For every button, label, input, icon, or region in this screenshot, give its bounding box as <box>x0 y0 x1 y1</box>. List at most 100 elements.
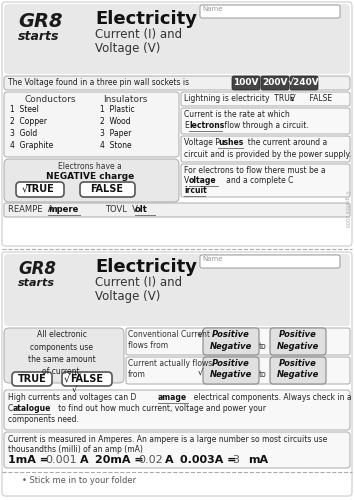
Text: starts: starts <box>18 278 55 288</box>
Text: atalogue: atalogue <box>13 404 51 413</box>
FancyBboxPatch shape <box>2 252 352 496</box>
Text: components need.: components need. <box>8 415 79 424</box>
Text: GR8: GR8 <box>18 12 63 31</box>
Text: mA: mA <box>248 455 268 465</box>
Text: NEGATIVE charge: NEGATIVE charge <box>46 172 134 181</box>
Text: amage: amage <box>158 393 187 402</box>
FancyBboxPatch shape <box>4 254 350 326</box>
FancyBboxPatch shape <box>203 357 259 384</box>
Text: The Voltage found in a three pin wall sockets is: The Voltage found in a three pin wall so… <box>8 78 189 87</box>
Text: mpere: mpere <box>48 205 78 214</box>
FancyBboxPatch shape <box>4 92 179 157</box>
Text: Conventional Current: Conventional Current <box>128 330 210 339</box>
Text: 4  Stone: 4 Stone <box>100 141 132 150</box>
FancyBboxPatch shape <box>290 76 318 90</box>
Text: Positive: Positive <box>212 330 250 339</box>
FancyBboxPatch shape <box>4 328 124 383</box>
Text: Positive: Positive <box>279 359 317 368</box>
FancyBboxPatch shape <box>200 5 340 18</box>
FancyBboxPatch shape <box>4 4 350 74</box>
FancyBboxPatch shape <box>203 328 259 355</box>
Text: flows from: flows from <box>128 341 168 350</box>
Text: 1mA =: 1mA = <box>8 455 49 465</box>
Text: FALSE: FALSE <box>91 184 124 194</box>
Text: 0.003A =: 0.003A = <box>180 455 236 465</box>
FancyBboxPatch shape <box>270 328 326 355</box>
Text: 200V: 200V <box>262 78 288 87</box>
Text: TRUE: TRUE <box>18 374 46 384</box>
Text: C: C <box>8 404 13 413</box>
FancyBboxPatch shape <box>270 357 326 384</box>
Text: ushes: ushes <box>218 138 243 147</box>
Text: REAMPE  A: REAMPE A <box>8 205 53 214</box>
Text: thousandths (milli) of an amp (mA): thousandths (milli) of an amp (mA) <box>8 445 143 454</box>
Text: Negative: Negative <box>277 342 319 351</box>
FancyBboxPatch shape <box>232 76 260 90</box>
Text: 2  Copper: 2 Copper <box>10 117 47 126</box>
Text: 1  Steel: 1 Steel <box>10 105 39 114</box>
FancyBboxPatch shape <box>126 328 350 355</box>
Text: from: from <box>128 370 146 379</box>
Text: Name: Name <box>202 6 223 12</box>
Text: V: V <box>184 176 189 185</box>
FancyBboxPatch shape <box>4 203 350 217</box>
FancyBboxPatch shape <box>181 108 350 134</box>
FancyBboxPatch shape <box>181 164 350 197</box>
Text: Electricity: Electricity <box>95 10 197 28</box>
Text: 3: 3 <box>232 455 239 465</box>
Text: to: to <box>259 370 267 379</box>
Text: Negative: Negative <box>210 370 252 379</box>
Text: √: √ <box>72 385 78 394</box>
Text: circuit and is provided by the power supply.: circuit and is provided by the power sup… <box>184 150 351 159</box>
FancyBboxPatch shape <box>12 372 52 386</box>
Text: © grafica 2005: © grafica 2005 <box>344 190 350 227</box>
Text: Conductors: Conductors <box>24 95 76 104</box>
Text: A: A <box>80 455 88 465</box>
FancyBboxPatch shape <box>4 390 350 430</box>
FancyBboxPatch shape <box>2 2 352 246</box>
Text: Insulators: Insulators <box>103 95 147 104</box>
Text: electrical components. Always check in a: electrical components. Always check in a <box>189 393 352 402</box>
Text: √240V: √240V <box>288 78 320 87</box>
Text: 3  Gold: 3 Gold <box>10 129 37 138</box>
Text: Current (I) and: Current (I) and <box>95 28 182 41</box>
Text: TOVL  V: TOVL V <box>105 205 138 214</box>
FancyBboxPatch shape <box>181 136 350 162</box>
Text: 2  Wood: 2 Wood <box>100 117 131 126</box>
Text: A: A <box>165 455 173 465</box>
Text: flow through a circuit.: flow through a circuit. <box>222 121 309 130</box>
Text: √: √ <box>198 330 204 339</box>
Text: For electrons to flow there must be a: For electrons to flow there must be a <box>184 166 326 175</box>
Text: Lightning is electricity  TRUE: Lightning is electricity TRUE <box>184 94 295 103</box>
Text: Voltage (V): Voltage (V) <box>95 42 160 55</box>
Text: Electricity: Electricity <box>95 258 197 276</box>
Text: √: √ <box>22 184 28 194</box>
Text: Name: Name <box>202 256 223 262</box>
FancyBboxPatch shape <box>126 357 350 384</box>
FancyBboxPatch shape <box>181 92 350 106</box>
Text: • Stick me in to your folder: • Stick me in to your folder <box>22 476 136 485</box>
Text: 0.001: 0.001 <box>45 455 76 465</box>
Text: Electrons have a: Electrons have a <box>58 162 122 171</box>
Text: lectrons: lectrons <box>189 121 224 130</box>
FancyBboxPatch shape <box>4 432 350 468</box>
Text: Negative: Negative <box>277 370 319 379</box>
Text: Current is the rate at which: Current is the rate at which <box>184 110 290 119</box>
Text: oltage: oltage <box>189 176 217 185</box>
Text: High currents and voltages can D: High currents and voltages can D <box>8 393 136 402</box>
Text: ircuit: ircuit <box>184 186 207 195</box>
Text: Current (I) and: Current (I) and <box>95 276 182 289</box>
Text: √: √ <box>64 374 70 384</box>
FancyBboxPatch shape <box>80 182 135 197</box>
Text: FALSE: FALSE <box>70 374 103 384</box>
Text: GR8: GR8 <box>18 260 56 278</box>
Text: Positive: Positive <box>279 330 317 339</box>
Text: Negative: Negative <box>210 342 252 351</box>
Text: Current actually flows: Current actually flows <box>128 359 212 368</box>
Text: √: √ <box>198 368 204 377</box>
Text: olt: olt <box>135 205 148 214</box>
FancyBboxPatch shape <box>16 182 64 197</box>
Text: to find out how much current, voltage and power your: to find out how much current, voltage an… <box>51 404 266 413</box>
Text: Positive: Positive <box>212 359 250 368</box>
FancyBboxPatch shape <box>4 159 179 202</box>
